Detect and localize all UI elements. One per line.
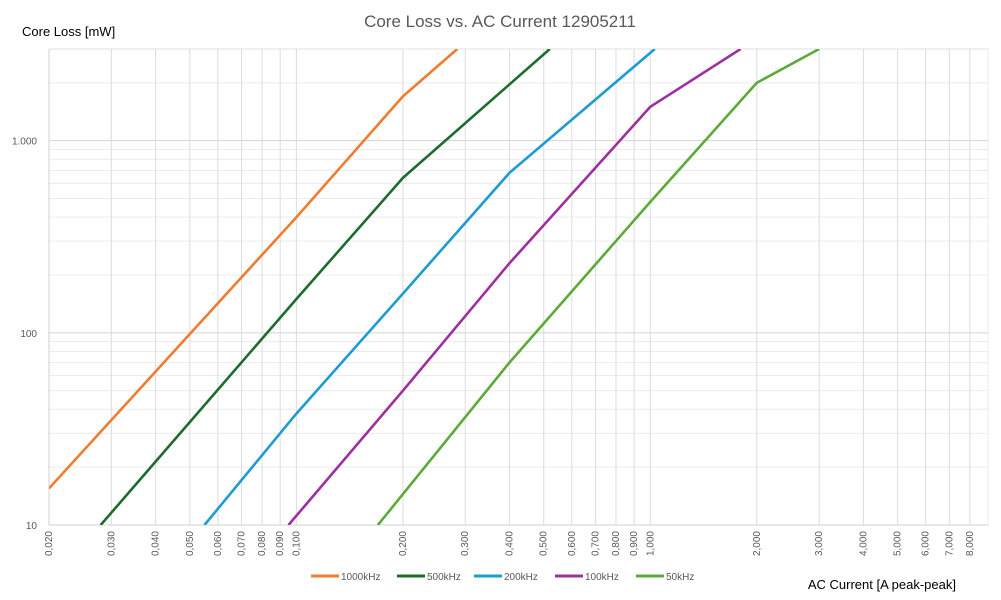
x-tick-label: 0,700 xyxy=(590,531,601,556)
x-tick-label: 0,400 xyxy=(504,531,515,556)
x-tick-label: 6,000 xyxy=(921,531,932,556)
legend-label: 50kHz xyxy=(666,572,694,583)
x-tick-label: 2,000 xyxy=(752,531,763,556)
legend-label: 1000kHz xyxy=(341,572,380,583)
legend-label: 100kHz xyxy=(585,572,619,583)
x-axis-title: AC Current [A peak-peak] xyxy=(808,577,956,592)
x-tick-label: 0,040 xyxy=(151,531,162,556)
series-line-200kHz xyxy=(203,49,656,525)
legend-label: 200kHz xyxy=(504,572,538,583)
x-tick-label: 0,600 xyxy=(567,531,578,556)
x-tick-label: 0,030 xyxy=(106,531,117,556)
legend-label: 500kHz xyxy=(427,572,461,583)
x-tick-label: 7,000 xyxy=(944,531,955,556)
x-tick-label: 0,800 xyxy=(611,531,622,556)
x-tick-label: 3,000 xyxy=(814,531,825,556)
x-tick-label: 5,000 xyxy=(893,531,904,556)
chart-title: Core Loss vs. AC Current 12905211 xyxy=(364,12,636,31)
x-tick-label: 0,900 xyxy=(629,531,640,556)
x-tick-label: 0,090 xyxy=(275,531,286,556)
x-tick-label: 0,080 xyxy=(257,531,268,556)
x-tick-label: 0,060 xyxy=(213,531,224,556)
x-tick-label: 1,000 xyxy=(645,531,656,556)
y-tick-label: 10 xyxy=(26,521,38,532)
series-line-100kHz xyxy=(287,49,742,525)
x-tick-label: 0,500 xyxy=(539,531,550,556)
legend: 1000kHz 500kHz 200kHz 100kHz 50kHz xyxy=(311,572,694,583)
x-tick-label: 0,070 xyxy=(237,531,248,556)
y-tick-label: 1.000 xyxy=(12,137,37,148)
major-gridlines xyxy=(48,48,988,526)
x-tick-label: 0,200 xyxy=(398,531,409,556)
x-tick-label: 0,100 xyxy=(291,531,302,556)
x-tick-label: 8,000 xyxy=(965,531,976,556)
series-line-1000kHz xyxy=(49,49,459,490)
y-axis-title: Core Loss [mW] xyxy=(22,24,115,39)
y-tick-labels: 10 100 1.000 xyxy=(12,137,37,532)
x-tick-label: 4,000 xyxy=(858,531,869,556)
x-tick-labels: 0,020 0,030 0,040 0,050 0,060 0,070 0,080 0,090… xyxy=(44,531,976,556)
series-line-50kHz xyxy=(376,49,820,525)
x-tick-label: 0,300 xyxy=(460,531,471,556)
y-tick-label: 100 xyxy=(20,329,37,340)
series-layer xyxy=(49,49,820,525)
x-tick-label: 0,050 xyxy=(185,531,196,556)
series-line-500kHz xyxy=(99,49,551,525)
x-tick-label: 0,020 xyxy=(44,531,55,556)
